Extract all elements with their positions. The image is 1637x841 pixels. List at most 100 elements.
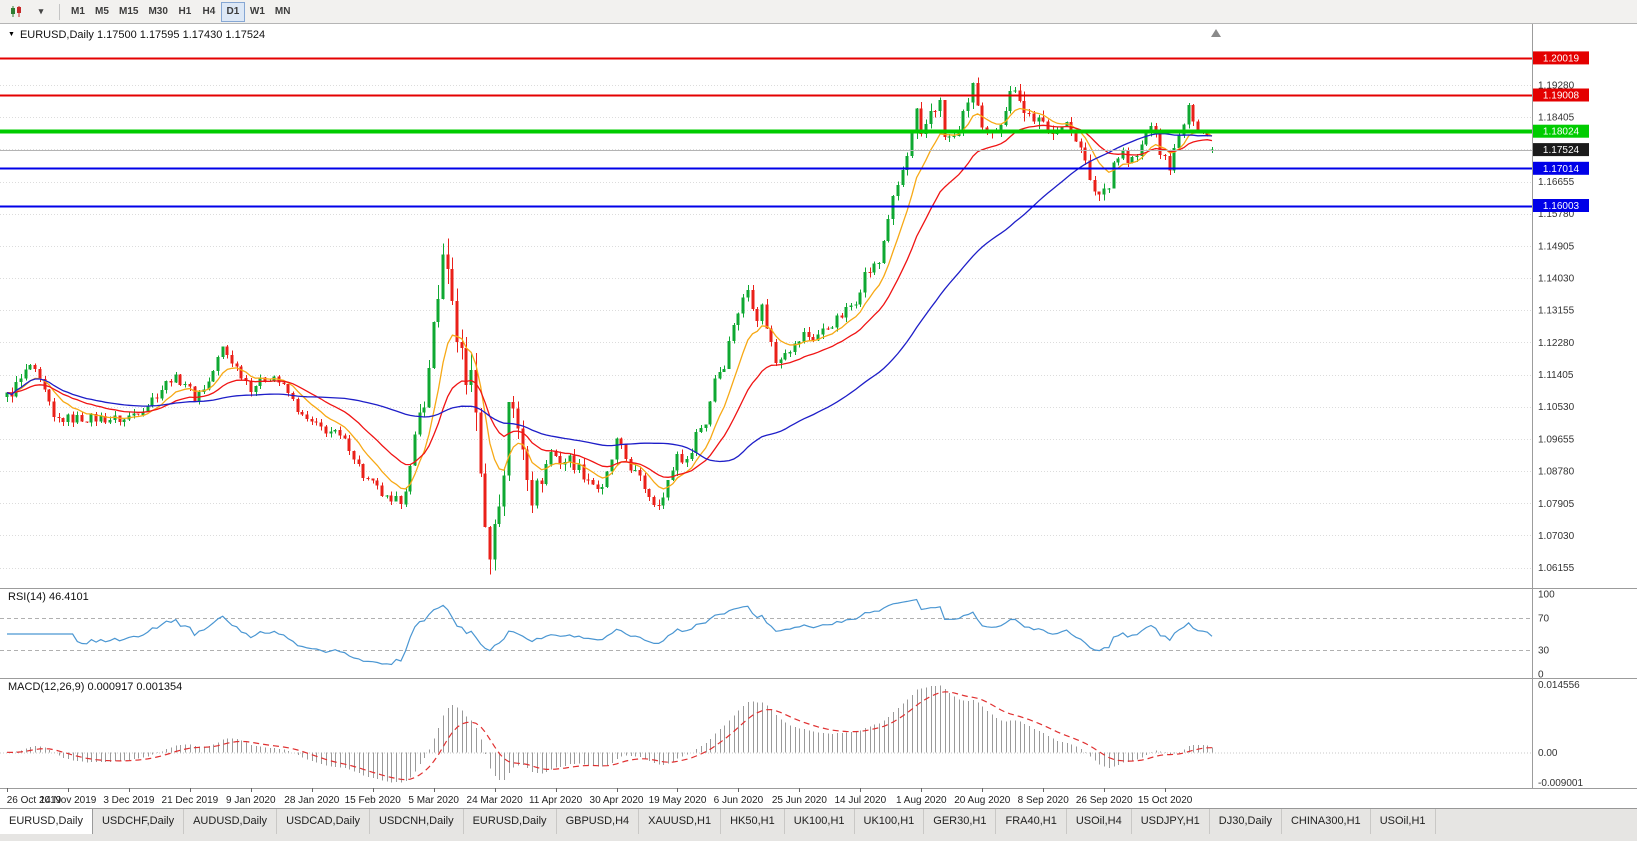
price-level-badge: 1.19008 [1533,88,1589,102]
time-axis-label: 14 Jul 2020 [834,795,886,806]
svg-text:1.19008: 1.19008 [1543,91,1580,102]
time-axis-label: 26 Sep 2020 [1076,795,1133,806]
timeframe-button-mn[interactable]: MN [274,6,291,17]
macd-axis-label: -0.009001 [1538,778,1583,789]
time-axis-label: 19 May 2020 [649,795,707,806]
chart-tab-13-usoil-h4[interactable]: USOil,H4 [1067,809,1132,834]
rsi-axis-label: 0 [1538,670,1544,681]
chart-tab-14-usdjpy-h1[interactable]: USDJPY,H1 [1132,809,1210,834]
timeframe-button-m5[interactable]: M5 [95,6,109,17]
price-level-badge: 1.18024 [1533,124,1589,138]
time-axis-label: 30 Apr 2020 [590,795,644,806]
candlestick-series [5,77,1214,575]
chart-tab-2-audusd-daily[interactable]: AUDUSD,Daily [184,809,278,834]
timeframe-buttons: M1 M5 M15 M30 H1 H4 D1 W1 MN [66,1,295,22]
chart-tab-11-ger30-h1[interactable]: GER30,H1 [924,809,997,834]
timeframe-button-w1[interactable]: W1 [249,6,265,17]
timeframe-button-m30[interactable]: M30 [148,6,168,17]
chart-tab-1-usdchf-daily[interactable]: USDCHF,Daily [93,809,185,834]
chart-tab-12-fra40-h1[interactable]: FRA40,H1 [996,809,1067,834]
time-axis-label: 15 Feb 2020 [345,795,402,806]
price-level-badge: 1.20019 [1533,51,1589,65]
time-axis-label: 24 Mar 2020 [467,795,524,806]
price-axis-label: 1.16655 [1538,177,1575,188]
chart-tab-4-usdcnh-daily[interactable]: USDCNH,Daily [370,809,464,834]
rsi-pane [0,598,1532,666]
price-gridlines [0,85,1532,569]
chart-title: ▼ EURUSD,Daily 1.17500 1.17595 1.17430 1.… [8,29,265,41]
time-axis-label: 15 Oct 2020 [1138,795,1193,806]
rsi-axis: 100 70 30 0 [1538,590,1555,681]
svg-text:1.16003: 1.16003 [1543,201,1580,212]
chart-tab-17-usoil-h1[interactable]: USOil,H1 [1371,809,1436,834]
timeframe-button-m1[interactable]: M1 [71,6,85,17]
rsi-line [7,598,1213,666]
price-axis-label: 1.18405 [1538,113,1575,124]
time-axis-label: 14 Nov 2019 [40,795,97,806]
price-axis-label: 1.10530 [1538,402,1575,413]
chart-tab-3-usdcad-daily[interactable]: USDCAD,Daily [277,809,371,834]
rsi-indicator-label: RSI(14) 46.4101 [8,591,89,603]
time-axis-label: 20 Aug 2020 [954,795,1011,806]
price-axis-label: 1.11405 [1538,370,1574,381]
candlestick-chart-icon [11,6,21,17]
chart-tab-7-xauusd-h1[interactable]: XAUUSD,H1 [639,809,722,834]
chart-dropdown-button[interactable]: ▾ [29,2,53,22]
time-axis-label: 25 Jun 2020 [772,795,827,806]
time-axis-label: 8 Sep 2020 [1018,795,1070,806]
timeframe-button-h1[interactable]: H1 [178,6,192,17]
chart-tab-6-gbpusd-h4[interactable]: GBPUSD,H4 [557,809,640,834]
rsi-axis-label: 30 [1538,646,1550,657]
macd-axis: 0.014556 0.00 -0.009001 [1538,680,1583,789]
svg-text:1.17014: 1.17014 [1543,164,1580,175]
chart-shift-marker[interactable] [1211,29,1221,37]
timeframe-button-d1[interactable]: D1 [220,1,245,22]
chart-tab-10-uk100-h1[interactable]: UK100,H1 [855,809,925,834]
chart-window: 1.192801.184051.175301.166551.157801.149… [0,24,1637,808]
chart-tab-5-eurusd-daily[interactable]: EURUSD,Daily [464,809,557,834]
ema-22-line [6,124,1213,478]
macd-pane [0,685,1532,783]
symbol-menu-icon[interactable]: ▼ [8,31,15,38]
price-axis-label: 1.14030 [1538,274,1575,285]
chart-tabs: EURUSD,Daily USDCHF,Daily AUDUSD,Daily USDC… [0,808,1637,834]
time-axis-label: 6 Jun 2020 [714,795,764,806]
chart-title-text: EURUSD,Daily 1.17500 1.17595 1.17430 1.1… [19,29,266,41]
macd-axis-label: 0.00 [1538,748,1558,759]
time-axis-label: 11 Apr 2020 [529,795,583,806]
chart-tab-8-hk50-h1[interactable]: HK50,H1 [721,809,785,834]
price-axis-label: 1.07030 [1538,531,1575,542]
svg-text:1.20019: 1.20019 [1543,53,1580,64]
rsi-axis-label: 70 [1538,614,1550,625]
price-axis-label: 1.06155 [1538,563,1575,574]
price-level-badge: 1.17524 [1533,143,1589,157]
time-axis-label: 9 Jan 2020 [226,795,276,806]
chevron-down-icon: ▾ [38,6,44,16]
chart-type-button[interactable] [4,2,28,22]
time-axis-label: 1 Aug 2020 [896,795,947,806]
main-toolbar: ▾ M1 M5 M15 M30 H1 H4 D1 W1 MN [0,0,1637,24]
time-axis-label: 28 Jan 2020 [284,795,339,806]
macd-histogram [12,685,1213,783]
chart-tab-9-uk100-h1[interactable]: UK100,H1 [785,809,855,834]
macd-signal-line [6,691,1213,781]
svg-text:1.18024: 1.18024 [1543,127,1580,138]
price-axis-label: 1.09655 [1538,434,1575,445]
timeframe-button-m15[interactable]: M15 [119,6,139,17]
time-axis-label: 21 Dec 2019 [162,795,219,806]
chart-tab-16-china300-h1[interactable]: CHINA300,H1 [1282,809,1371,834]
pane-separators [0,24,1637,789]
timeframe-button-h4[interactable]: H4 [202,6,216,17]
chart-tab-0-eurusd-daily[interactable]: EURUSD,Daily [0,809,93,834]
price-level-badge: 1.16003 [1533,199,1589,212]
price-level-badge: 1.17014 [1533,161,1589,175]
time-axis-label: 5 Mar 2020 [408,795,459,806]
svg-text:1.17524: 1.17524 [1543,145,1580,156]
macd-indicator-label: MACD(12,26,9) 0.000917 0.001354 [8,681,183,693]
chart-canvas[interactable]: 1.192801.184051.175301.166551.157801.149… [0,24,1637,808]
chart-tab-15-dj30-daily[interactable]: DJ30,Daily [1210,809,1282,834]
ema-9-line [6,107,1213,490]
horizontal-levels [0,57,1532,208]
price-axis-label: 1.07905 [1538,499,1575,510]
